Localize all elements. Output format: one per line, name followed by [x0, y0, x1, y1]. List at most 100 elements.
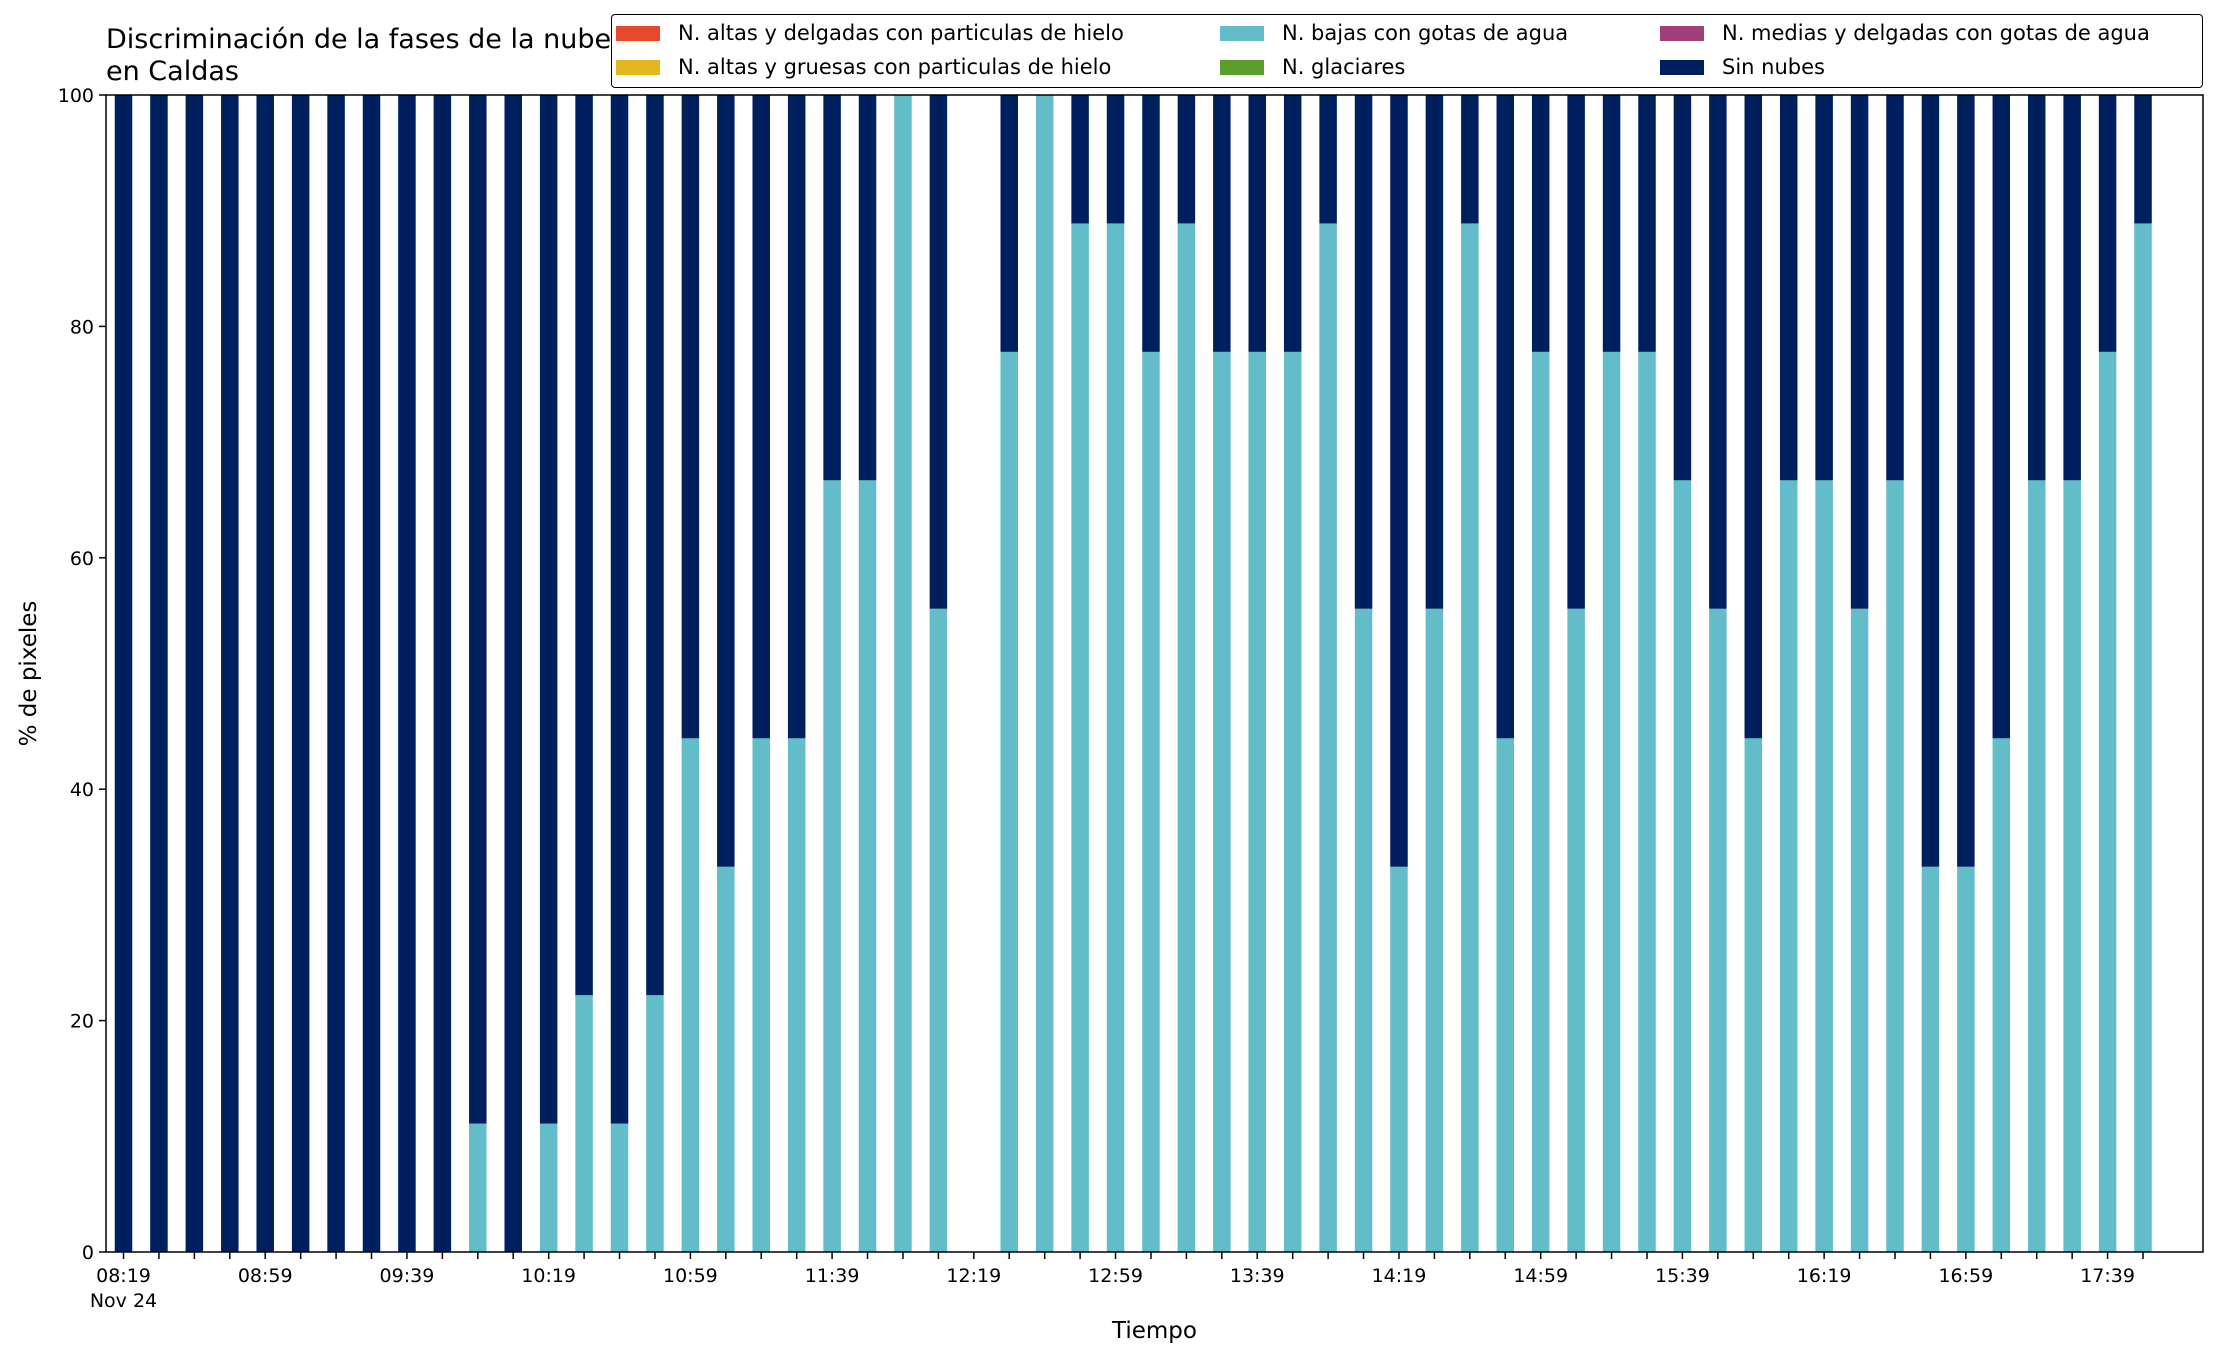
bar-segment — [433, 95, 452, 1252]
bar-segment — [823, 95, 841, 481]
bar-segment — [1248, 351, 1267, 1253]
legend-swatch — [1220, 25, 1264, 41]
bar-segment — [787, 738, 806, 1252]
bar-segment — [1957, 95, 1975, 867]
bar-segment — [2134, 95, 2152, 224]
x-tick-label: 17:39 — [2080, 1265, 2135, 1287]
bar-segment — [1992, 738, 2011, 1252]
bar-segment — [646, 995, 664, 1252]
bar-segment — [681, 738, 700, 1252]
bar-segment — [1567, 95, 1585, 609]
bar-segment — [1071, 223, 1089, 1253]
legend-swatch — [1220, 59, 1264, 75]
bar-segment — [291, 95, 310, 1252]
bar-segment — [1319, 95, 1337, 224]
bar-segment — [504, 95, 522, 1252]
bar-segment — [1035, 95, 1054, 1252]
bar-segment — [575, 95, 593, 996]
legend-label: N. altas y delgadas con particulas de hi… — [678, 21, 1124, 45]
bar-segment — [2098, 95, 2117, 352]
bar-segment — [681, 95, 700, 739]
bar-segment — [1177, 95, 1196, 224]
bar-segment — [717, 866, 735, 1252]
bar-segment — [1106, 223, 1125, 1253]
bar-segment — [929, 608, 948, 1252]
x-tick-label: 12:19 — [946, 1265, 1001, 1287]
bar-segment — [1815, 480, 1833, 1252]
plot-area-frame — [105, 94, 2204, 1253]
bar-segment — [185, 95, 204, 1252]
bar-segment — [1567, 608, 1585, 1252]
legend-label: N. glaciares — [1282, 55, 1406, 79]
bar-segment — [2134, 223, 2152, 1253]
x-tick-label: 13:39 — [1230, 1265, 1285, 1287]
bar-segment — [2027, 95, 2046, 481]
bar-segment — [1283, 95, 1302, 352]
bar-segment — [2098, 351, 2117, 1253]
bar-segment — [2027, 480, 2046, 1252]
legend-swatch — [616, 59, 660, 75]
bar-segment — [1709, 608, 1727, 1252]
bar-segment — [469, 95, 487, 1124]
bars-layer — [114, 95, 2152, 1253]
y-axis-label: % de pixeles — [16, 601, 42, 747]
bar-segment — [1319, 223, 1337, 1253]
bar-segment — [1213, 95, 1231, 352]
bar-segment — [823, 480, 841, 1252]
bar-segment — [1673, 95, 1692, 481]
bar-segment — [1886, 480, 1904, 1252]
y-tick-label: 60 — [70, 548, 94, 570]
bar-segment — [717, 95, 735, 867]
bar-segment — [1744, 738, 1763, 1252]
x-tick-label: 15:39 — [1655, 1265, 1710, 1287]
x-tick-label: 09:39 — [380, 1265, 435, 1287]
x-tick-label: 10:19 — [521, 1265, 576, 1287]
x-tick-label: 16:19 — [1797, 1265, 1852, 1287]
bar-segment — [1354, 608, 1373, 1252]
legend-label: Sin nubes — [1722, 55, 1825, 79]
bar-segment — [327, 95, 345, 1252]
bar-segment — [1602, 351, 1621, 1253]
bar-segment — [1142, 95, 1160, 352]
bar-segment — [150, 95, 168, 1252]
legend-item: Sin nubes — [1660, 52, 1825, 82]
legend-item: N. altas y gruesas con particulas de hie… — [616, 52, 1111, 82]
bar-segment — [1000, 351, 1018, 1253]
y-axis: 0 20 40 60 80 100 — [58, 85, 106, 1264]
bar-segment — [1744, 95, 1763, 739]
bar-segment — [221, 95, 239, 1252]
bar-segment — [2063, 480, 2081, 1252]
bar-segment — [1496, 738, 1515, 1252]
bar-segment — [1531, 351, 1550, 1253]
bar-segment — [929, 95, 948, 609]
bar-segment — [752, 95, 770, 739]
legend-label: N. bajas con gotas de agua — [1282, 21, 1569, 45]
x-tick-sublabel: Nov 24 — [90, 1290, 157, 1312]
bar-segment — [1071, 95, 1089, 224]
x-tick-label: 10:59 — [663, 1265, 718, 1287]
bar-segment — [1531, 95, 1550, 352]
bar-segment — [114, 95, 133, 1252]
bar-segment — [1390, 866, 1408, 1252]
bar-segment — [858, 95, 877, 481]
bar-segment — [539, 1123, 558, 1252]
bar-segment — [1461, 223, 1479, 1253]
bar-segment — [1921, 866, 1940, 1252]
y-tick-label: 80 — [70, 316, 94, 338]
bar-segment — [1354, 95, 1373, 609]
x-tick-label: 11:39 — [805, 1265, 860, 1287]
legend-item: N. altas y delgadas con particulas de hi… — [616, 18, 1124, 48]
bar-segment — [1673, 480, 1692, 1252]
bar-segment — [1779, 480, 1798, 1252]
legend-label: N. medias y delgadas con gotas de agua — [1722, 21, 2150, 45]
y-tick-label: 100 — [58, 85, 94, 107]
bar-segment — [1850, 95, 1869, 609]
x-tick-label: 12:59 — [1088, 1265, 1143, 1287]
x-tick-label: 16:59 — [1938, 1265, 1993, 1287]
bar-segment — [1213, 351, 1231, 1253]
bar-segment — [1709, 95, 1727, 609]
y-tick-label: 0 — [82, 1242, 94, 1264]
legend-swatch — [1660, 25, 1704, 41]
bar-segment — [1000, 95, 1018, 352]
